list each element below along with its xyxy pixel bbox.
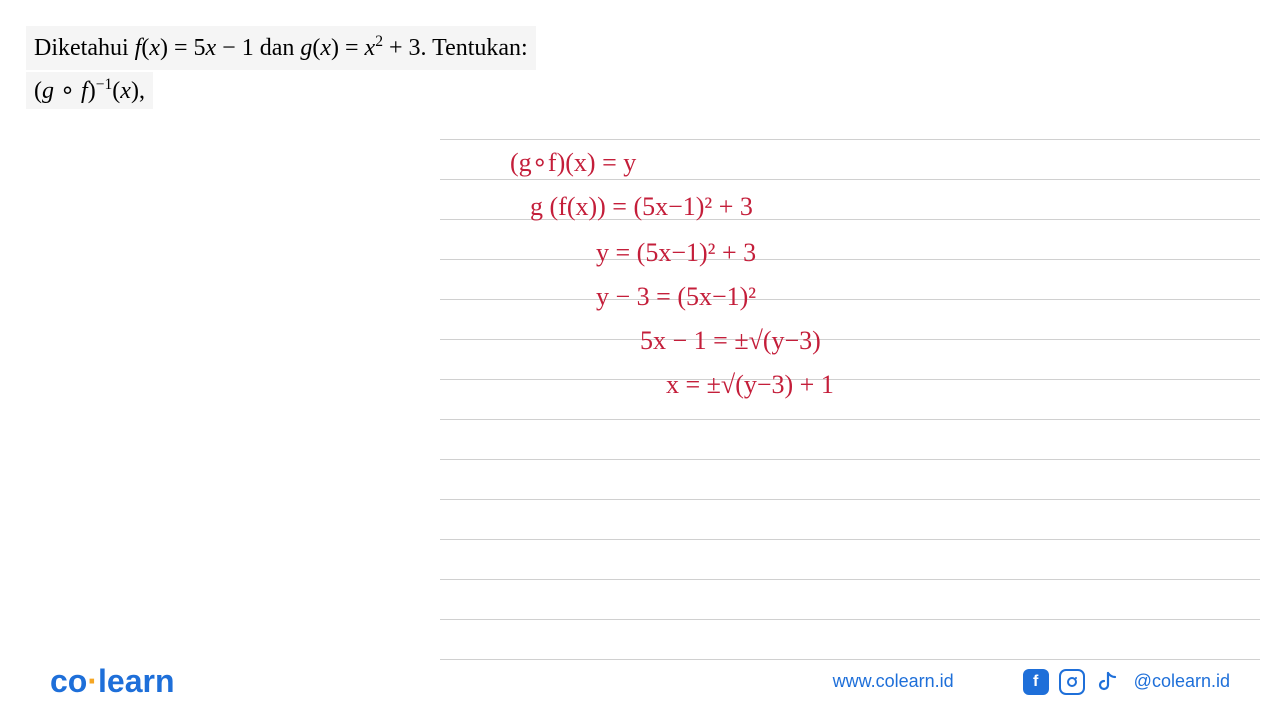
logo-part-1: co	[50, 663, 87, 699]
handwriting-line-6: x = ±√(y−3) + 1	[666, 370, 834, 400]
handwriting-line-1: (g∘f)(x) = y	[510, 148, 636, 178]
footer-right: www.colearn.id f @colearn.id	[833, 668, 1230, 696]
handwriting-line-2: g (f(x)) = (5x−1)² + 3	[530, 192, 753, 222]
footer: co·learn www.colearn.id f @colearn.id	[0, 663, 1280, 700]
instagram-icon	[1058, 668, 1086, 696]
website-url: www.colearn.id	[833, 671, 954, 692]
logo: co·learn	[50, 663, 174, 700]
handwriting-line-5: 5x − 1 = ±√(y−3)	[640, 326, 821, 356]
ruled-paper	[440, 100, 1260, 640]
handwriting-line-3: y = (5x−1)² + 3	[596, 238, 756, 268]
social-handle: @colearn.id	[1134, 671, 1230, 692]
tiktok-icon	[1094, 668, 1122, 696]
logo-part-2: learn	[98, 663, 174, 699]
logo-dot: ·	[87, 663, 98, 699]
handwriting-line-4: y − 3 = (5x−1)²	[596, 282, 756, 312]
problem-line-2: (g ∘ f)−1(x),	[26, 72, 153, 109]
facebook-icon: f	[1022, 668, 1050, 696]
problem-line-1: Diketahui f(x) = 5x − 1 dan g(x) = x2 + …	[26, 26, 536, 70]
